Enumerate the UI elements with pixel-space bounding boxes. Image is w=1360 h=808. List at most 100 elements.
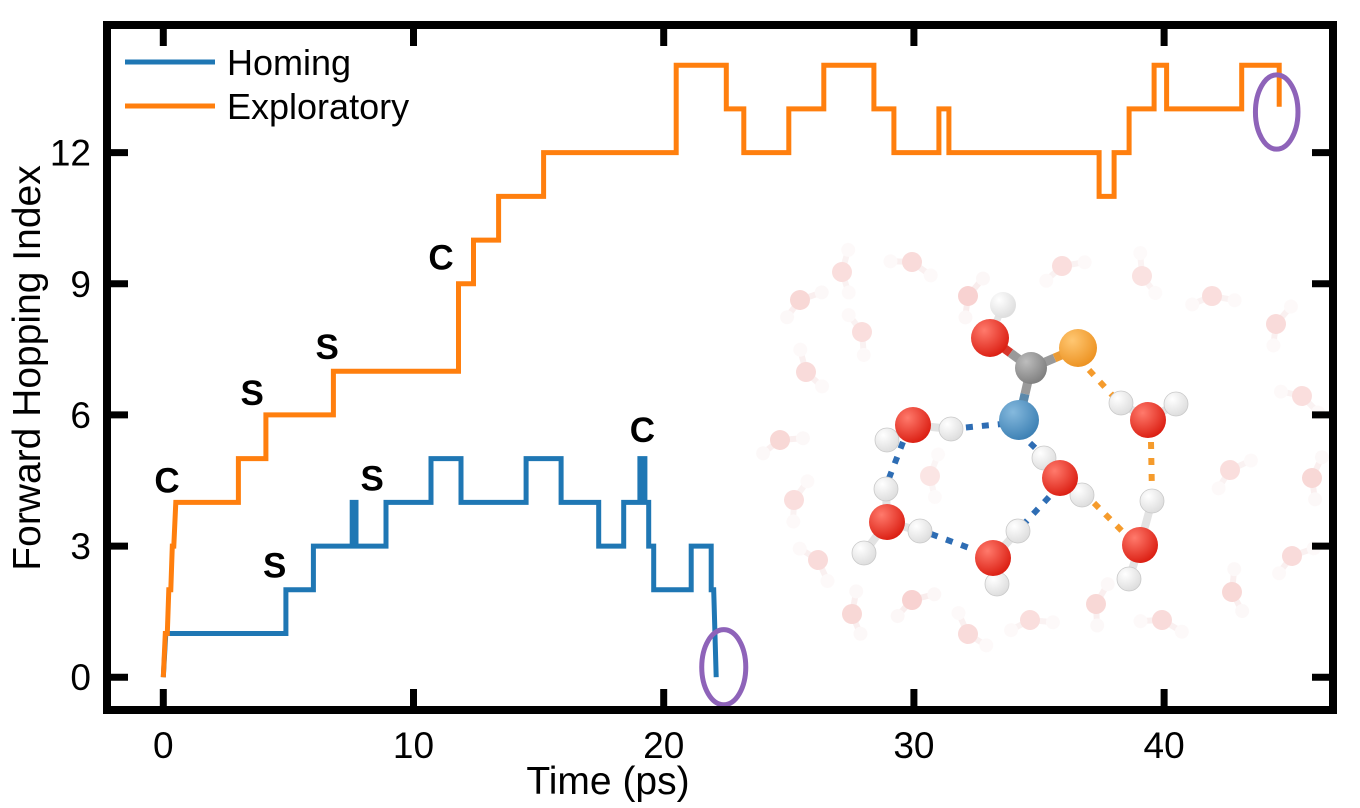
y-tick-label-3: 9 [70, 264, 91, 305]
background-water-bond [909, 259, 931, 277]
end-marker-ellipse-exploratory [1252, 72, 1301, 152]
hydrogen-bond-dotted-homing [1019, 494, 1052, 529]
background-water-bond [815, 557, 830, 581]
hydrogen-atom [1116, 566, 1142, 592]
molecular-inset [756, 242, 1329, 653]
background-water-bond [1140, 617, 1165, 624]
background-water-hydrogen [1227, 562, 1242, 577]
background-water-bond [762, 437, 783, 455]
oxygen-atom [971, 319, 1009, 357]
background-water-oxygen [832, 262, 852, 282]
background-water-bond [777, 435, 803, 443]
water-molecule [1116, 488, 1165, 592]
background-water-bond [799, 547, 821, 563]
background-water-bond [962, 293, 971, 318]
hydrogen-atom [851, 540, 877, 566]
background-water [890, 587, 942, 624]
background-water-bond [797, 290, 822, 303]
background-water-bond [1309, 475, 1318, 500]
background-water-bond [1010, 617, 1033, 632]
background-water-bond [1059, 259, 1085, 269]
end-markers [699, 72, 1301, 708]
background-water-bond [790, 497, 797, 522]
background-water [1302, 450, 1329, 507]
water-molecule [874, 407, 964, 453]
background-water-hydrogen [1272, 566, 1287, 581]
background-water-oxygen [1152, 610, 1172, 630]
background-water-hydrogen [1243, 453, 1258, 468]
background-water-bond [839, 269, 851, 293]
background-water-bond [1277, 553, 1295, 574]
annotation-s-exploratory: S [240, 374, 263, 413]
background-water-oxygen [1220, 460, 1240, 480]
background-water-hydrogen [841, 308, 856, 323]
background-water-oxygen [842, 604, 862, 624]
background-water-oxygen [958, 286, 978, 306]
x-tick-label-2: 20 [643, 725, 684, 766]
oxygen-atom [975, 540, 1011, 576]
background-water [1272, 541, 1321, 581]
background-water-bond [927, 473, 938, 497]
annotation-s-exploratory: S [315, 328, 338, 367]
background-water-hydrogen [979, 638, 994, 653]
hydrogen-atom [990, 292, 1016, 318]
background-water-hydrogen [841, 285, 856, 300]
background-water-hydrogen [1100, 577, 1115, 592]
background-water-bond [785, 297, 803, 318]
hydrogen-atom [874, 427, 900, 453]
background-water-hydrogen [780, 310, 795, 325]
series-lines [160, 62, 1282, 678]
water-molecule [1031, 445, 1095, 508]
hydrogen-bond-dotted-exploratory [1091, 500, 1131, 540]
background-water-oxygen [1282, 546, 1302, 566]
y-tick-label-0: 0 [70, 657, 91, 698]
background-water [780, 285, 829, 325]
background-water [1039, 255, 1092, 288]
background-water-hydrogen [883, 254, 898, 269]
sulfur-atom [1059, 329, 1097, 367]
background-water-hydrogen [1148, 285, 1163, 300]
hydrogen-atom [938, 416, 964, 442]
background-water-oxygen [1222, 582, 1242, 602]
background-water-hydrogen [1039, 273, 1054, 288]
oxygen-atom [1130, 402, 1166, 438]
background-water [1266, 299, 1298, 353]
background-water-bond [1227, 458, 1251, 473]
axis-ticks: 0 10 20 30 40 0 3 6 9 12 [50, 29, 1329, 766]
hydrogen-bond-dotted-homing [929, 531, 974, 552]
background-water-oxygen [1302, 468, 1322, 488]
background-water-oxygen [920, 466, 940, 486]
background-water-oxygen [1202, 286, 1222, 306]
background-water-bond [798, 350, 809, 375]
background-water-oxygen [958, 624, 978, 644]
background-water [1086, 577, 1115, 633]
background-water-hydrogen [1045, 615, 1060, 630]
background-water-bond [890, 258, 915, 265]
background-water-hydrogen [1133, 614, 1148, 629]
background-water-hydrogen [958, 310, 973, 325]
background-water [756, 430, 810, 461]
hydrogen-atom [907, 518, 933, 544]
background-water-bond [896, 597, 915, 617]
background-water-oxygen [902, 590, 922, 610]
background-water-hydrogen [1211, 481, 1226, 496]
background-water [1185, 286, 1242, 312]
background-water-bond [1217, 467, 1233, 489]
background-water-hydrogen [951, 606, 966, 621]
background-water-oxygen [902, 252, 922, 272]
background-water-hydrogen [927, 587, 942, 602]
background-water [1132, 246, 1163, 300]
legend: Homing Exploratory [125, 42, 409, 127]
background-water [920, 447, 946, 504]
background-water-hydrogen [820, 573, 835, 588]
background-water-hydrogen [890, 609, 905, 624]
background-water-bond [1289, 546, 1314, 559]
y-tick-label-2: 6 [70, 395, 91, 436]
background-water-bond [1299, 393, 1319, 413]
background-water-bond [1159, 617, 1182, 633]
background-water-bond [965, 631, 987, 647]
hydrogen-atom [1005, 518, 1031, 544]
background-water [841, 308, 872, 362]
background-water [792, 541, 835, 588]
